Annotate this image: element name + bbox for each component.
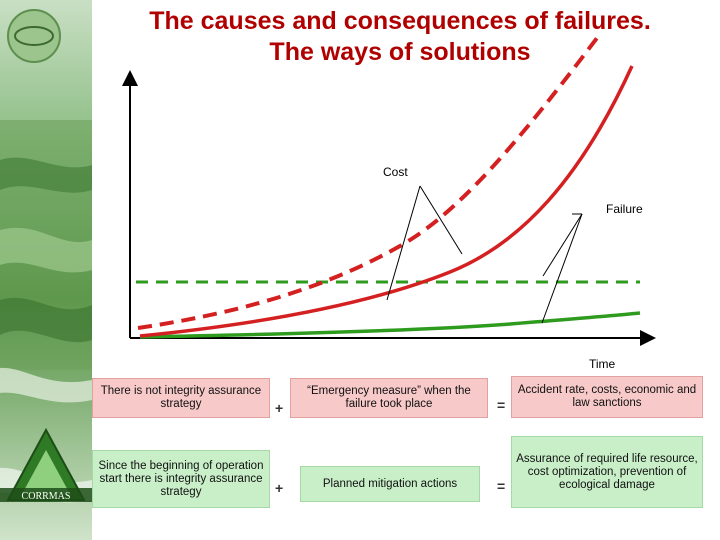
title-line-1: The causes and consequences of failures. bbox=[149, 7, 651, 35]
landscape-photo: CORRMAS bbox=[0, 0, 92, 540]
decorative-left-strip: CORRMAS bbox=[0, 0, 92, 540]
cause-box-2: Since the beginning of operation start t… bbox=[92, 450, 270, 508]
failure-pointer-left bbox=[541, 213, 583, 324]
plus-operator-1: + bbox=[275, 400, 284, 416]
plus-operator-2: + bbox=[275, 480, 284, 496]
result-box-1: Accident rate, costs, economic and law s… bbox=[511, 376, 703, 418]
green-curve bbox=[139, 311, 641, 339]
logo-text: CORRMAS bbox=[22, 491, 71, 502]
failure-pointer-right bbox=[542, 213, 583, 277]
cause-box-1: There is not integrity assurance strateg… bbox=[92, 378, 270, 418]
equals-operator-2: = bbox=[497, 478, 506, 494]
slide-title: The causes and consequences of failures.… bbox=[100, 6, 700, 68]
emblem-icon bbox=[7, 9, 61, 63]
result-box-2: Assurance of required life resource, cos… bbox=[511, 436, 703, 508]
cost-curve bbox=[137, 32, 602, 330]
title-line-2: The ways of solutions bbox=[269, 38, 531, 66]
equals-operator-1: = bbox=[497, 397, 506, 413]
action-box-1: “Emergency measure” when the failure too… bbox=[290, 378, 488, 418]
cost-label: Cost bbox=[383, 165, 408, 179]
action-box-2: Planned mitigation actions bbox=[300, 466, 480, 502]
cost-pointer-right bbox=[419, 185, 463, 255]
failure-curve bbox=[139, 65, 634, 338]
time-label: Time bbox=[589, 357, 616, 371]
failure-label: Failure bbox=[606, 202, 643, 216]
cost-pointer-left bbox=[386, 185, 421, 301]
